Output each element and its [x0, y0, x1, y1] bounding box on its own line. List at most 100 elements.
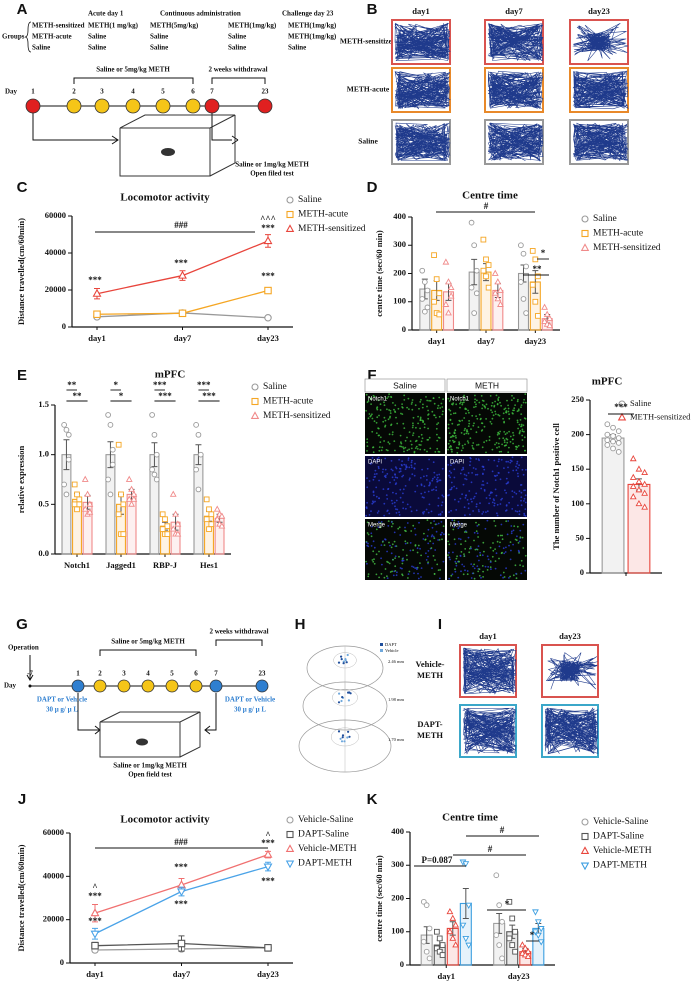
- individual-point: [629, 493, 637, 500]
- cell-dot: [458, 537, 460, 540]
- trace: [572, 22, 629, 62]
- cell-dot: [520, 406, 522, 408]
- cell-dot: [508, 417, 511, 420]
- individual-point: [532, 929, 539, 936]
- cell-dot: [455, 557, 458, 560]
- cell-dot: [447, 554, 449, 556]
- annotation: ^: [265, 830, 270, 840]
- cell-dot: [468, 422, 471, 425]
- cell-dot: [486, 555, 489, 558]
- annotation: ***: [197, 380, 211, 390]
- cell-dot: [409, 549, 412, 552]
- cell-dot: [374, 500, 376, 503]
- cell-dot: [394, 466, 397, 468]
- y-tick-label: 60000: [43, 827, 64, 837]
- individual-point: [107, 422, 114, 428]
- cell-dot: [371, 559, 374, 561]
- cell-dot: [426, 519, 429, 521]
- cell-dot: [427, 409, 429, 412]
- cell-dot: [475, 458, 478, 460]
- individual-point: [471, 242, 478, 249]
- cell-dot: [502, 547, 505, 550]
- cell-dot: [448, 474, 450, 477]
- cell-dot: [472, 448, 475, 450]
- cell-dot: [404, 485, 407, 487]
- cell-dot: [433, 471, 436, 474]
- cell-dot: [449, 445, 452, 447]
- cell-dot: [499, 503, 502, 505]
- cell-dot: [505, 520, 508, 523]
- legend-marker: [250, 411, 260, 419]
- cell-dot: [461, 402, 464, 404]
- cell-dot: [405, 554, 408, 557]
- trace: [394, 71, 451, 110]
- legend-label: Vehicle-Saline: [298, 815, 353, 825]
- day-node: [117, 679, 131, 693]
- y-tick-label: 0.0: [38, 548, 49, 558]
- cell-dot: [404, 526, 406, 529]
- cell-dot: [390, 552, 393, 555]
- cell-dot: [366, 450, 368, 452]
- cell-dot: [500, 458, 503, 461]
- individual-point: [81, 505, 89, 512]
- individual-point: [465, 942, 473, 949]
- day-node: [141, 679, 155, 693]
- cell-dot: [413, 467, 416, 470]
- individual-point: [532, 909, 539, 916]
- cell-dot: [450, 488, 453, 491]
- cell-dot: [453, 476, 456, 479]
- x-tick-label: day23: [508, 971, 530, 981]
- cell-dot: [474, 394, 476, 397]
- cell-dot: [494, 443, 496, 446]
- cell-dot: [423, 510, 426, 513]
- cell-dot: [407, 573, 410, 575]
- cell-dot: [439, 513, 442, 515]
- brain-region: [332, 688, 358, 707]
- cell-dot: [452, 439, 454, 442]
- micrograph: [447, 456, 527, 517]
- cell-dot: [451, 403, 453, 405]
- schedule-cell: Saline: [88, 44, 106, 52]
- day-number: 4: [146, 670, 150, 678]
- cell-dot: [519, 430, 522, 432]
- cell-dot: [407, 397, 410, 400]
- cell-dot: [519, 536, 522, 539]
- cell-dot: [523, 497, 526, 500]
- cell-dot: [511, 456, 514, 459]
- stain-label: DAPI: [450, 460, 464, 466]
- day-node: [25, 98, 41, 114]
- individual-point: [436, 948, 443, 955]
- cell-dot: [496, 465, 499, 467]
- cell-dot: [418, 407, 420, 410]
- cell-dot: [498, 545, 501, 548]
- cell-dot: [520, 456, 523, 459]
- cell-dot: [378, 479, 380, 482]
- cell-dot: [477, 426, 480, 428]
- cell-dot: [473, 406, 475, 409]
- cell-dot: [461, 419, 464, 422]
- individual-point: [483, 273, 489, 280]
- cell-dot: [458, 522, 460, 525]
- cell-dot: [415, 439, 418, 442]
- schedule-cell: Saline: [288, 44, 306, 52]
- cell-dot: [414, 567, 417, 569]
- cell-dot: [473, 577, 476, 580]
- cell-dot: [435, 416, 437, 419]
- bar: [601, 437, 625, 574]
- cell-dot: [390, 423, 393, 426]
- cell-dot: [512, 409, 514, 412]
- annotation: *: [530, 930, 535, 940]
- cell-dot: [429, 482, 431, 485]
- cell-dot: [468, 411, 470, 414]
- cell-dot: [486, 510, 489, 513]
- cell-dot: [510, 460, 513, 463]
- cell-dot: [387, 395, 390, 398]
- cell-dot: [494, 413, 497, 415]
- cell-dot: [442, 560, 445, 563]
- cell-dot: [489, 497, 491, 500]
- schedule-cell: Saline: [228, 44, 246, 52]
- individual-point: [153, 451, 160, 458]
- cell-dot: [487, 459, 490, 461]
- cell-dot: [427, 511, 430, 514]
- cell-dot: [398, 514, 401, 516]
